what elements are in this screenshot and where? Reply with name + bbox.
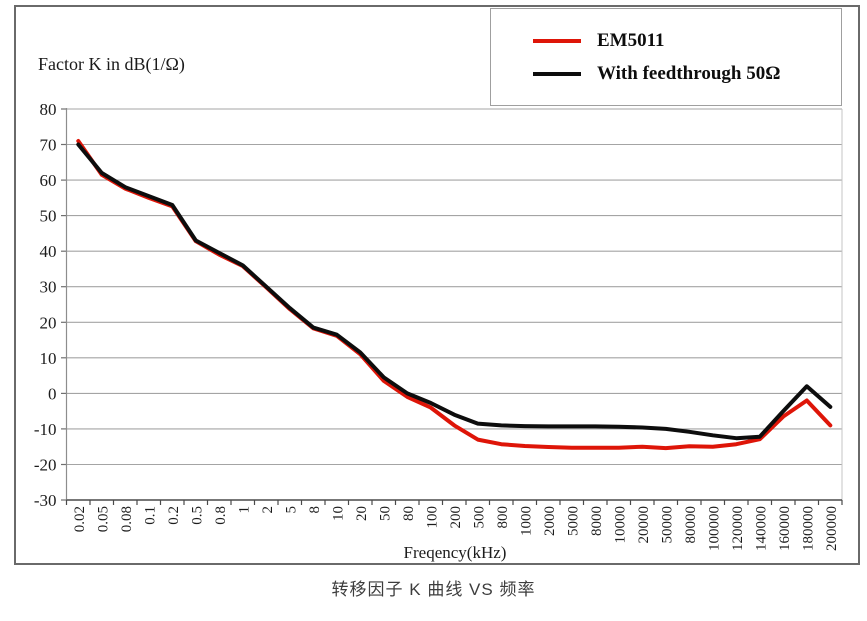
- svg-text:30: 30: [40, 278, 57, 297]
- svg-text:-30: -30: [34, 491, 57, 510]
- svg-text:-20: -20: [34, 456, 57, 475]
- svg-text:20000: 20000: [636, 506, 652, 544]
- svg-text:1000: 1000: [518, 506, 534, 536]
- svg-text:8000: 8000: [589, 506, 605, 536]
- svg-text:80: 80: [401, 506, 417, 521]
- legend-line-red-icon: [533, 38, 581, 43]
- svg-text:50000: 50000: [659, 506, 675, 544]
- svg-text:20: 20: [354, 506, 370, 521]
- svg-text:2: 2: [260, 506, 276, 514]
- series-feedthrough-line: [76, 142, 833, 441]
- svg-text:80: 80: [40, 100, 57, 119]
- y-axis-title: Factor K in dB(1/Ω): [38, 54, 185, 74]
- legend-label-em5011: EM5011: [597, 29, 665, 51]
- svg-text:5000: 5000: [565, 506, 581, 536]
- svg-text:1: 1: [236, 506, 252, 514]
- legend-item-feedthrough: With feedthrough 50Ω: [533, 63, 841, 85]
- svg-text:200000: 200000: [824, 506, 840, 551]
- svg-text:120000: 120000: [730, 506, 746, 551]
- svg-text:20: 20: [40, 313, 57, 332]
- svg-text:50: 50: [377, 506, 393, 521]
- x-axis-title: Freqency(kHz): [404, 543, 507, 562]
- svg-text:0.8: 0.8: [213, 506, 229, 525]
- svg-text:8: 8: [307, 506, 323, 514]
- svg-text:200: 200: [448, 506, 464, 529]
- svg-text:50: 50: [40, 207, 57, 226]
- svg-text:60: 60: [40, 171, 57, 190]
- svg-text:160000: 160000: [777, 506, 793, 551]
- svg-text:-10: -10: [34, 420, 57, 439]
- chart-frame: [14, 5, 860, 565]
- svg-text:500: 500: [471, 506, 487, 529]
- svg-text:40: 40: [40, 242, 57, 261]
- chart-caption: 转移因子 K 曲线 VS 频率: [331, 580, 536, 599]
- svg-text:0.5: 0.5: [189, 506, 205, 525]
- svg-text:0.08: 0.08: [119, 506, 135, 532]
- svg-text:2000: 2000: [542, 506, 558, 536]
- svg-text:180000: 180000: [800, 506, 816, 551]
- svg-text:100: 100: [424, 506, 440, 529]
- x-axis: 0.02 0.05 0.08 0.1 0.2 0.5 0.8 1 2 5 8 10 20 50 80 100 2…: [65, 499, 843, 562]
- svg-text:0.05: 0.05: [95, 506, 111, 532]
- legend-label-feedthrough: With feedthrough 50Ω: [597, 62, 781, 84]
- svg-text:5: 5: [283, 506, 299, 514]
- svg-text:0.2: 0.2: [166, 506, 182, 525]
- y-axis: 80 70 60 50 40 30 20 10 0 -10 -20 -30: [34, 100, 843, 510]
- svg-text:0: 0: [48, 384, 57, 403]
- svg-text:140000: 140000: [753, 506, 769, 551]
- svg-text:10: 10: [330, 506, 346, 521]
- svg-text:10000: 10000: [612, 506, 628, 544]
- svg-text:80000: 80000: [683, 506, 699, 544]
- legend-line-black-icon: [533, 71, 581, 76]
- svg-text:70: 70: [40, 136, 57, 155]
- svg-text:0.02: 0.02: [72, 506, 88, 532]
- svg-text:10: 10: [40, 349, 57, 368]
- svg-text:100000: 100000: [706, 506, 722, 551]
- legend: EM5011 With feedthrough 50Ω: [490, 8, 842, 106]
- svg-text:0.1: 0.1: [142, 506, 158, 525]
- legend-item-em5011: EM5011: [533, 30, 841, 52]
- svg-text:800: 800: [495, 506, 511, 529]
